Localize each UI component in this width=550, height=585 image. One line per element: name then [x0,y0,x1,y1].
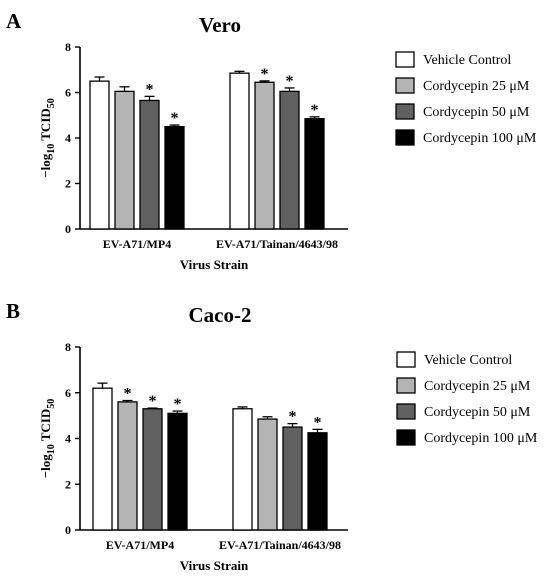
bar-2-2 [254,81,275,230]
y-axis-title: −log10 TCID50 [38,98,57,178]
y-tick-label: 8 [65,340,71,354]
y-tick-label: 2 [65,177,71,191]
legend-label: Vehicle Control [424,353,512,368]
bar-2-1 [117,401,138,531]
significance-marker: * [149,393,157,410]
bar-4-2 [307,432,328,531]
bar-1-2 [232,408,253,531]
x-category-label: EV-A71/MP4 [106,538,174,552]
bar-3-2 [282,426,303,531]
legend: Vehicle Control Cordycepin 25 μM Cordycepi… [395,51,537,146]
legend-swatch [395,77,415,94]
x-axis-title: Virus Strain [180,257,249,272]
y-axis-title-sub1: 10 [46,444,57,454]
bar-4-1 [164,125,185,230]
y-axis-title-mid: TCID [38,409,53,445]
legend-swatch [395,51,415,68]
significance-marker: * [289,409,297,426]
bar-2-2 [257,418,278,531]
y-axis-title-sub2: 50 [46,98,57,108]
bar-1-1 [89,80,110,230]
legend-label: Cordycepin 100 μM [423,131,537,146]
y-axis-title-sub1: 10 [46,144,57,154]
bar-3-2 [279,90,300,230]
x-category-label: EV-A71/MP4 [103,237,171,251]
x-category-label: EV-A71/Tainan/4643/98 [219,538,341,552]
legend-label: Cordycepin 100 μM [424,431,538,446]
y-tick-label: 6 [65,86,71,100]
panel-letter: A [6,9,22,33]
bar-1-1 [92,387,113,531]
panel-letter: B [6,299,20,323]
legend-swatch [396,429,416,446]
significance-marker: * [261,66,269,83]
bar-4-2 [304,118,325,230]
bar-3-1 [142,408,163,531]
significance-marker: * [171,110,179,127]
y-tick-label: 4 [65,131,71,145]
significance-marker: * [286,73,294,90]
legend-label: Cordycepin 50 μM [424,405,531,420]
y-axis-title-sub2: 50 [46,399,57,409]
legend-label: Cordycepin 25 μM [424,379,531,394]
legend-label: Cordycepin 50 μM [423,105,530,120]
significance-marker: * [314,414,322,431]
y-axis-title: −log10 TCID50 [38,399,57,479]
y-tick-label: 8 [65,40,71,54]
legend-label: Cordycepin 25 μM [423,79,530,94]
legend-swatch [395,103,415,120]
significance-marker: * [174,396,182,413]
y-tick-label: 4 [65,432,71,446]
bar-2-1 [114,90,135,230]
legend-label: Vehicle Control [423,53,511,68]
x-category-label: EV-A71/Tainan/4643/98 [216,237,338,251]
y-tick-label: 0 [65,222,71,236]
legend-swatch [396,351,416,368]
y-tick-label: 6 [65,386,71,400]
legend: Vehicle Control Cordycepin 25 μM Cordycepi… [396,351,538,446]
y-axis-title-prefix: −log [38,153,53,178]
bar-4-1 [167,412,188,531]
chart-panel-b: B Caco-2 0 2 4 6 8 −log10 TCID50 * * * EV-A71/MP4 * *… [6,299,538,573]
y-tick-label: 0 [65,523,71,537]
significance-marker: * [311,102,319,119]
y-axis-title-prefix: −log [38,454,53,479]
chart-panel-a: A Vero 0 2 4 6 8 −log10 TCID50 * * EV-A71/MP4 * * * EV… [6,9,537,272]
significance-marker: * [146,81,154,98]
bar-1-2 [229,72,250,230]
legend-swatch [396,377,416,394]
bar-3-1 [139,99,160,230]
legend-swatch [395,129,415,146]
y-axis-title-mid: TCID [38,108,53,144]
significance-marker: * [124,386,132,403]
legend-swatch [396,403,416,420]
x-axis-title: Virus Strain [180,558,249,573]
y-tick-label: 2 [65,477,71,491]
chart-title: Caco-2 [189,303,252,327]
chart-title: Vero [199,13,241,37]
